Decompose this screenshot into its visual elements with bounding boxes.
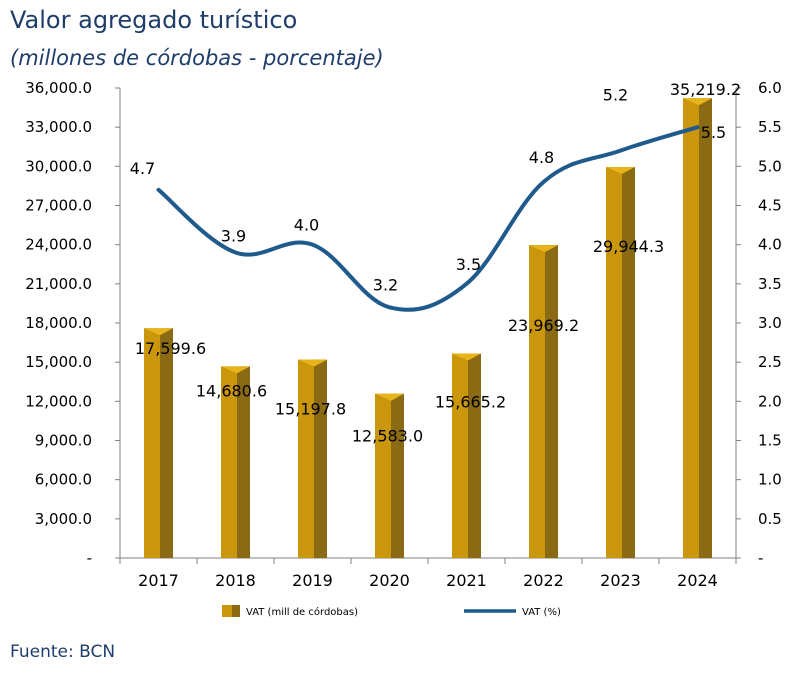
bar-data-label: 14,680.6 bbox=[196, 381, 267, 400]
left-axis-tick-label: 36,000.0 bbox=[25, 79, 92, 97]
bar-top bbox=[529, 245, 558, 253]
bar-front bbox=[606, 167, 622, 558]
right-axis-tick-label: 0.5 bbox=[758, 510, 782, 528]
line-data-label: 3.5 bbox=[456, 255, 481, 274]
bar-data-label: 35,219.2 bbox=[670, 80, 741, 99]
right-axis-tick-label: 5.5 bbox=[758, 118, 782, 136]
x-axis-tick-label: 2020 bbox=[369, 571, 410, 590]
bar-side bbox=[468, 353, 481, 558]
left-axis-tick-label: - bbox=[87, 549, 92, 567]
legend-label-bars: VAT (mill de córdobas) bbox=[246, 606, 358, 618]
bar-data-label: 15,197.8 bbox=[275, 400, 346, 419]
line-data-label: 5.5 bbox=[701, 123, 726, 142]
left-axis-tick-label: 18,000.0 bbox=[25, 314, 92, 332]
x-axis-tick-label: 2021 bbox=[446, 571, 487, 590]
bar-front bbox=[298, 359, 314, 558]
line-data-label: 4.7 bbox=[130, 159, 155, 178]
legend-label-line: VAT (%) bbox=[522, 607, 561, 618]
bar-side bbox=[160, 328, 173, 558]
left-axis-tick-label: 12,000.0 bbox=[25, 392, 92, 410]
line-data-label: 3.9 bbox=[221, 227, 246, 246]
bar-front bbox=[529, 245, 545, 558]
right-axis-tick-label: 5.0 bbox=[758, 157, 782, 175]
right-axis-tick-label: 6.0 bbox=[758, 79, 782, 97]
right-axis-tick-label: 1.0 bbox=[758, 471, 782, 489]
bar-side bbox=[391, 393, 404, 558]
series-line-vat-percent bbox=[156, 125, 700, 312]
x-axis-tick-label: 2022 bbox=[523, 571, 564, 590]
bar-front bbox=[221, 366, 237, 558]
line-data-label: 4.0 bbox=[294, 216, 319, 235]
bar-data-label: 17,599.6 bbox=[135, 339, 206, 358]
source-note: Fuente: BCN bbox=[10, 642, 116, 662]
bar-top bbox=[606, 167, 635, 175]
right-axis-tick-label: 4.0 bbox=[758, 236, 782, 254]
line-data-label: 3.2 bbox=[373, 275, 398, 294]
bar-data-label: 23,969.2 bbox=[508, 316, 579, 335]
left-axis-tick-label: 27,000.0 bbox=[25, 197, 92, 215]
bar-side bbox=[545, 245, 558, 558]
bar-data-label: 12,583.0 bbox=[352, 427, 423, 446]
right-axis-tick-label: 3.5 bbox=[758, 275, 782, 293]
x-axis-tick-label: 2017 bbox=[138, 571, 179, 590]
left-axis-tick-label: 30,000.0 bbox=[25, 157, 92, 175]
bar-side bbox=[699, 98, 712, 558]
left-axis-tick-label: 24,000.0 bbox=[25, 236, 92, 254]
bar-front bbox=[683, 98, 699, 558]
bar-side bbox=[237, 366, 250, 558]
chart-title: Valor agregado turístico bbox=[10, 6, 298, 34]
bar-top bbox=[452, 353, 481, 361]
legend-swatch-bars bbox=[222, 605, 232, 617]
bar-top bbox=[298, 359, 327, 367]
right-axis-tick-label: - bbox=[758, 549, 763, 567]
bar-front bbox=[144, 328, 160, 558]
bar-top bbox=[375, 393, 404, 401]
right-axis-tick-label: 3.0 bbox=[758, 314, 782, 332]
bar-data-label: 29,944.3 bbox=[593, 237, 664, 256]
left-axis-tick-label: 21,000.0 bbox=[25, 275, 92, 293]
bar-top bbox=[683, 98, 712, 106]
left-axis-tick-label: 9,000.0 bbox=[35, 432, 92, 450]
right-axis-tick-label: 1.5 bbox=[758, 432, 782, 450]
bar-front bbox=[375, 393, 391, 558]
bar-side bbox=[314, 359, 327, 558]
line-data-label: 5.2 bbox=[603, 86, 628, 105]
right-axis-tick-label: 2.0 bbox=[758, 392, 782, 410]
left-axis-tick-label: 3,000.0 bbox=[35, 510, 92, 528]
x-axis-tick-label: 2023 bbox=[600, 571, 641, 590]
right-axis-tick-label: 4.5 bbox=[758, 197, 782, 215]
right-axis-tick-label: 2.5 bbox=[758, 353, 782, 371]
left-axis-tick-label: 15,000.0 bbox=[25, 353, 92, 371]
x-axis-tick-label: 2018 bbox=[215, 571, 256, 590]
left-axis-tick-label: 33,000.0 bbox=[25, 118, 92, 136]
chart-subtitle: (millones de córdobas - porcentaje) bbox=[10, 46, 384, 70]
bar-top bbox=[221, 366, 250, 374]
x-axis-tick-label: 2024 bbox=[677, 571, 718, 590]
bar-front bbox=[452, 353, 468, 558]
bar-side bbox=[622, 167, 635, 558]
bar-data-label: 15,665.2 bbox=[435, 392, 506, 411]
bar-top bbox=[144, 328, 173, 336]
x-axis-tick-label: 2019 bbox=[292, 571, 333, 590]
legend-swatch-bars-side bbox=[232, 605, 240, 617]
line-data-label: 4.8 bbox=[529, 148, 554, 167]
left-axis-tick-label: 6,000.0 bbox=[35, 471, 92, 489]
